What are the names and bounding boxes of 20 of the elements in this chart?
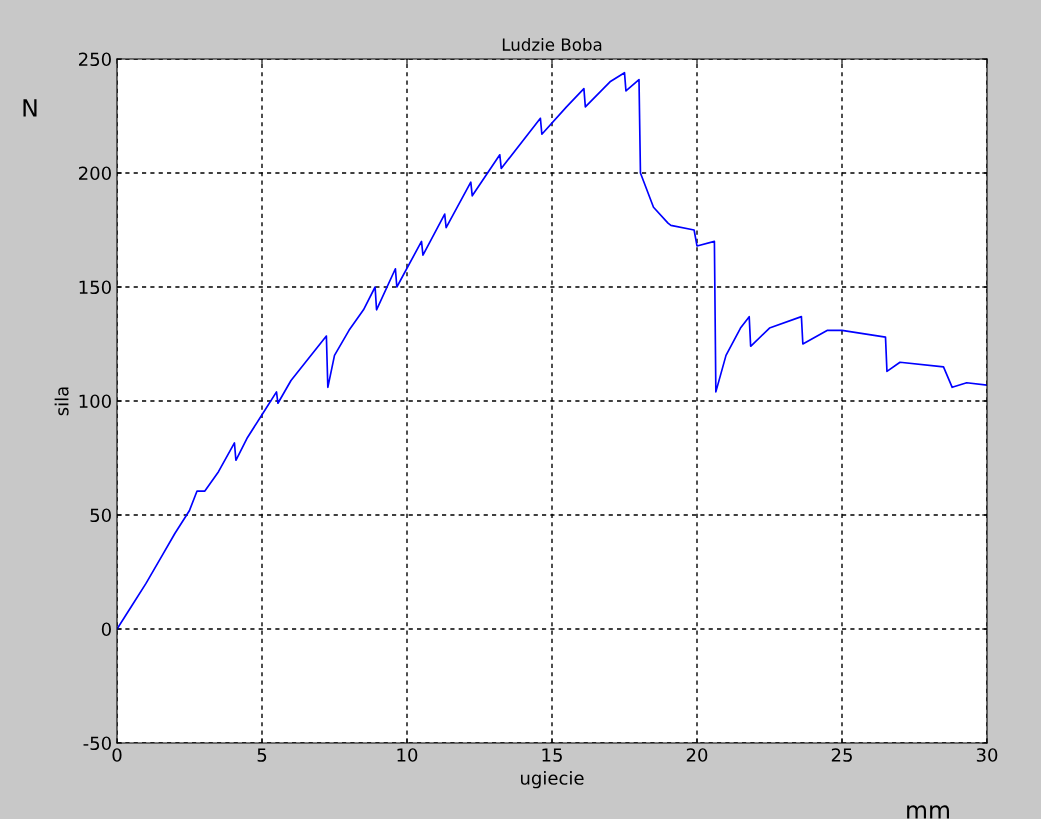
y-tick-label: 150 [79,280,111,295]
chart-title: Ludzie Boba [502,38,602,51]
y-tick-label: -50 [83,736,111,751]
x-axis-title: ugiecie [520,770,584,789]
y-tick-label: 50 [90,508,111,523]
x-tick-label: 5 [257,748,267,762]
x-tick-label: 10 [397,748,418,762]
y-tick-label: 200 [79,166,111,181]
text: N [23,99,37,117]
text: mm [907,805,949,819]
x-tick-label: 20 [686,748,708,762]
y-axis-title: sila [54,387,69,416]
y-tick-label: 250 [79,52,111,67]
x-tick-label: 25 [831,748,852,762]
x-tick-label: 30 [976,748,998,762]
x-tick-label: 0 [112,748,122,762]
x-tick-label: 15 [542,748,562,762]
line-series [117,71,987,630]
y-tick-label: 100 [79,394,111,409]
y-tick-label: 0 [101,622,111,637]
